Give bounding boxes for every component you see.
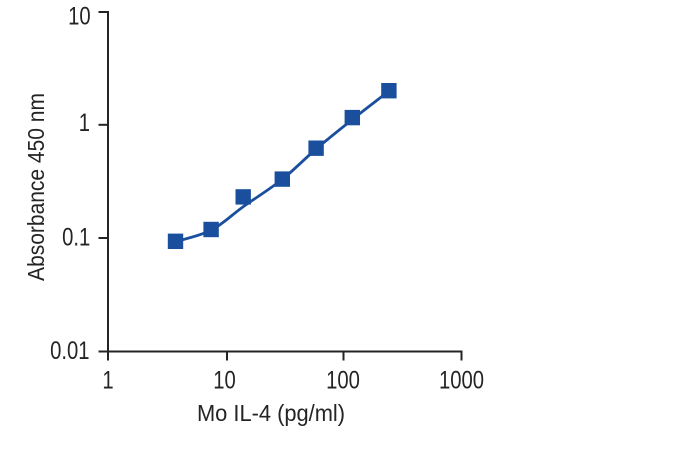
svg-text:1: 1 bbox=[79, 108, 90, 137]
svg-text:10: 10 bbox=[68, 1, 91, 30]
svg-text:Absorbance 450 nm: Absorbance 450 nm bbox=[23, 93, 49, 281]
svg-text:Mo IL-4 (pg/ml): Mo IL-4 (pg/ml) bbox=[197, 400, 345, 426]
svg-text:100: 100 bbox=[326, 366, 360, 395]
svg-text:1: 1 bbox=[102, 366, 113, 395]
svg-text:1000: 1000 bbox=[439, 366, 484, 395]
svg-text:0.01: 0.01 bbox=[50, 336, 89, 365]
svg-text:0.1: 0.1 bbox=[62, 223, 90, 252]
svg-text:10: 10 bbox=[213, 366, 236, 395]
